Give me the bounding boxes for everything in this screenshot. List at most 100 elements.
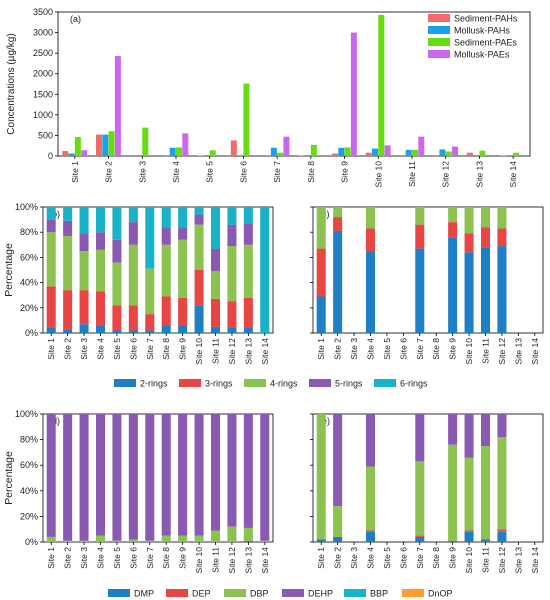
legend-label: BBP bbox=[370, 589, 388, 599]
x-tick-label: Site 4 bbox=[96, 547, 106, 569]
stacked-bar-segment bbox=[464, 530, 474, 532]
stacked-bar-segment bbox=[79, 540, 89, 542]
x-tick-label: Site 5 bbox=[382, 547, 392, 569]
x-tick-label: Site 6 bbox=[238, 161, 248, 183]
bar bbox=[412, 149, 418, 156]
plot-frame bbox=[312, 413, 544, 543]
stacked-bar-segment bbox=[448, 207, 458, 223]
stacked-bar-segment bbox=[112, 239, 122, 263]
legend-label: DMP bbox=[134, 589, 154, 599]
stacked-bar-segment bbox=[145, 207, 155, 269]
stacked-bar-segment bbox=[464, 457, 474, 531]
x-tick-label: Site 5 bbox=[112, 338, 122, 360]
legend-label: 2-rings bbox=[140, 379, 168, 389]
stacked-bar-segment bbox=[365, 466, 376, 531]
stacked-bar-segment bbox=[194, 224, 204, 270]
stacked-bar-segment bbox=[112, 540, 122, 542]
x-tick-label: Site 6 bbox=[128, 547, 138, 569]
stacked-bar-segment bbox=[260, 414, 270, 541]
stacked-bar-segment bbox=[112, 305, 122, 331]
bar bbox=[331, 153, 338, 156]
stacked-bar-segment bbox=[316, 296, 326, 333]
panel-e: (e) bbox=[310, 413, 544, 545]
x-tick-label: Site 12 bbox=[227, 338, 237, 365]
bar bbox=[418, 136, 425, 156]
y-tick-label: 2000 bbox=[33, 69, 53, 79]
stacked-bar-segment bbox=[145, 268, 155, 315]
stacked-bar-segment bbox=[227, 526, 237, 542]
stacked-bar-segment bbox=[63, 329, 73, 333]
stacked-bar-segment bbox=[227, 207, 237, 225]
stacked-bar-segment bbox=[63, 414, 73, 541]
x-tick-label: Site 4 bbox=[366, 338, 376, 360]
x-tick-label: Site 8 bbox=[306, 161, 316, 183]
stacked-bar-segment bbox=[112, 330, 122, 333]
bar bbox=[230, 140, 237, 156]
x-tick-label: Site 9 bbox=[178, 338, 188, 360]
stacked-bar-segment bbox=[497, 207, 507, 229]
bar bbox=[142, 127, 149, 156]
plot-frame bbox=[42, 413, 274, 543]
stacked-bar-segment bbox=[161, 414, 171, 536]
stacked-bar-segment bbox=[128, 305, 138, 331]
stacked-bar-segment bbox=[128, 222, 138, 245]
x-tick-label: Site 5 bbox=[112, 547, 122, 569]
stacked-bar-segment bbox=[316, 207, 326, 249]
stacked-bar-segment bbox=[128, 207, 138, 223]
bar bbox=[163, 155, 170, 156]
y-tick-label: 500 bbox=[38, 130, 53, 140]
x-tick-label: Site 3 bbox=[349, 338, 359, 360]
stacked-bar-segment bbox=[260, 207, 270, 333]
bar bbox=[169, 147, 176, 156]
y-tick-label: 60% bbox=[20, 252, 38, 262]
stacked-bar-segment bbox=[79, 324, 89, 333]
x-tick-label: Site 11 bbox=[211, 547, 221, 573]
x-tick-label: Site 5 bbox=[205, 161, 215, 183]
stacked-bar-segment bbox=[128, 539, 138, 542]
stacked-bar-segment bbox=[333, 217, 343, 231]
panel-c: (c) bbox=[310, 206, 544, 336]
stacked-bar-segment bbox=[448, 237, 458, 333]
bar bbox=[102, 134, 109, 156]
stacked-bar-segment bbox=[333, 414, 343, 507]
stacked-bar-segment bbox=[194, 535, 204, 542]
y-tick-label: 0 bbox=[48, 151, 53, 161]
legend-label: DEHP bbox=[308, 589, 333, 599]
stacked-bar-segment bbox=[480, 247, 491, 333]
stacked-bar-segment bbox=[161, 227, 171, 245]
legend-swatch bbox=[428, 38, 450, 46]
legend-label: Sediment-PAHs bbox=[454, 14, 518, 24]
legend-label: 4-rings bbox=[270, 379, 298, 389]
bar bbox=[433, 155, 440, 156]
panel-label: (a) bbox=[70, 14, 81, 24]
stacked-bar-segment bbox=[112, 262, 122, 306]
legend-label: Sediment-PAEs bbox=[454, 38, 517, 48]
legend-label: Mollusk-PAHs bbox=[454, 26, 510, 36]
y-tick-label: 3000 bbox=[33, 28, 53, 38]
bar bbox=[338, 147, 345, 156]
legend-swatch bbox=[224, 589, 246, 597]
stacked-bar-segment bbox=[145, 314, 155, 331]
plot-frame bbox=[312, 206, 544, 334]
x-tick-label: Site 14 bbox=[530, 338, 540, 365]
stacked-bar-segment bbox=[480, 446, 491, 540]
stacked-bar-segment bbox=[415, 207, 425, 225]
bar bbox=[405, 149, 412, 156]
stacked-bar-segment bbox=[227, 246, 237, 302]
x-tick-label: Site 4 bbox=[96, 338, 106, 360]
y-tick-label: 40% bbox=[20, 278, 38, 288]
stacked-bar-segment bbox=[227, 224, 237, 247]
bar bbox=[350, 32, 357, 157]
stacked-bar-segment bbox=[95, 414, 106, 536]
stacked-bar-segment bbox=[161, 535, 171, 542]
x-tick-label: Site 2 bbox=[333, 547, 343, 569]
stacked-bar-segment bbox=[316, 248, 326, 297]
bar bbox=[378, 14, 385, 156]
stacked-bar-segment bbox=[497, 246, 507, 333]
stacked-bar-segment bbox=[415, 461, 425, 536]
x-tick-label: Site 14 bbox=[508, 161, 518, 188]
legend-label: 6-rings bbox=[400, 379, 428, 389]
bar bbox=[74, 137, 81, 156]
bar bbox=[277, 152, 284, 156]
x-tick-label: Site 10 bbox=[373, 161, 383, 188]
